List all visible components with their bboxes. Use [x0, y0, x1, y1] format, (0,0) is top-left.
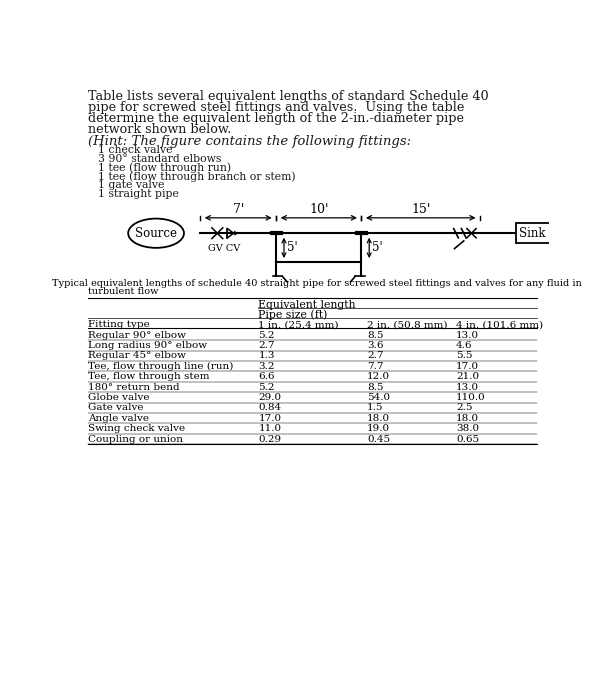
Text: 1 tee (flow through branch or stem): 1 tee (flow through branch or stem) [98, 172, 296, 182]
Text: Swing check valve: Swing check valve [88, 424, 185, 433]
Text: Regular 45° elbow: Regular 45° elbow [88, 351, 186, 360]
Text: 0.45: 0.45 [367, 435, 390, 444]
Text: 0.29: 0.29 [259, 435, 281, 444]
Text: determine the equivalent length of the 2-in.-diameter pipe: determine the equivalent length of the 2… [88, 112, 464, 125]
Text: 19.0: 19.0 [367, 424, 390, 433]
Text: 180° return bend: 180° return bend [88, 383, 179, 391]
Text: 13.0: 13.0 [456, 383, 479, 391]
Text: 4 in. (101.6 mm): 4 in. (101.6 mm) [456, 320, 543, 329]
Text: 2.7: 2.7 [367, 351, 383, 360]
Text: Regular 90° elbow: Regular 90° elbow [88, 330, 186, 340]
Text: 7.7: 7.7 [367, 362, 383, 371]
Text: 2.7: 2.7 [259, 341, 275, 350]
Text: 1 check valve: 1 check valve [98, 145, 173, 155]
Text: 2.5: 2.5 [456, 403, 473, 412]
Text: GV CV: GV CV [208, 244, 240, 253]
Text: 5.2: 5.2 [259, 330, 275, 340]
Text: 8.5: 8.5 [367, 330, 383, 340]
Text: Pipe size (ft): Pipe size (ft) [259, 310, 328, 321]
Text: Typical equivalent lengths of schedule 40 straight pipe for screwed steel fittin: Typical equivalent lengths of schedule 4… [52, 279, 581, 288]
Text: 1 gate valve: 1 gate valve [98, 180, 164, 190]
Text: 3 90° standard elbows: 3 90° standard elbows [98, 153, 221, 164]
Text: 0.65: 0.65 [456, 435, 479, 444]
Text: Coupling or union: Coupling or union [88, 435, 183, 444]
Text: 7': 7' [232, 202, 244, 216]
Text: 1 tee (flow through run): 1 tee (flow through run) [98, 162, 231, 173]
Text: 18.0: 18.0 [456, 414, 479, 423]
Text: Fitting type: Fitting type [88, 320, 149, 329]
Text: 110.0: 110.0 [456, 393, 486, 402]
Text: 15': 15' [411, 202, 431, 216]
Text: 5': 5' [372, 241, 383, 254]
Text: 1 straight pipe: 1 straight pipe [98, 189, 179, 199]
Text: 8.5: 8.5 [367, 383, 383, 391]
Text: 5': 5' [287, 241, 298, 254]
Text: 21.0: 21.0 [456, 372, 479, 382]
Text: 3.6: 3.6 [367, 341, 383, 350]
Text: Table lists several equivalent lengths of standard Schedule 40: Table lists several equivalent lengths o… [88, 90, 489, 103]
Text: turbulent flow: turbulent flow [88, 287, 159, 296]
Text: 38.0: 38.0 [456, 424, 479, 433]
Text: 1 in. (25.4 mm): 1 in. (25.4 mm) [259, 320, 339, 329]
Text: 12.0: 12.0 [367, 372, 390, 382]
Text: Tee, flow through line (run): Tee, flow through line (run) [88, 362, 233, 371]
Text: Equivalent length: Equivalent length [259, 300, 356, 310]
Text: 5.2: 5.2 [259, 383, 275, 391]
Text: 1.5: 1.5 [367, 403, 383, 412]
Text: Source: Source [135, 227, 177, 239]
Text: 2 in. (50.8 mm): 2 in. (50.8 mm) [367, 320, 447, 329]
Text: 10': 10' [309, 202, 329, 216]
Text: 54.0: 54.0 [367, 393, 390, 402]
Text: Tee, flow through stem: Tee, flow through stem [88, 372, 209, 382]
Bar [515, 223, 550, 243]
Text: 13.0: 13.0 [456, 330, 479, 340]
Text: 17.0: 17.0 [456, 362, 479, 371]
Text: 6.6: 6.6 [259, 372, 275, 382]
Text: (Hint: The figure contains the following fittings:: (Hint: The figure contains the following… [88, 134, 411, 148]
Text: 17.0: 17.0 [259, 414, 281, 423]
Text: Angle valve: Angle valve [88, 414, 149, 423]
Text: 29.0: 29.0 [259, 393, 281, 402]
Text: 3.2: 3.2 [259, 362, 275, 371]
Text: 0.84: 0.84 [259, 403, 281, 412]
Text: 11.0: 11.0 [259, 424, 281, 433]
Text: Globe valve: Globe valve [88, 393, 149, 402]
Text: 18.0: 18.0 [367, 414, 390, 423]
Text: Gate valve: Gate valve [88, 403, 143, 412]
Text: Sink: Sink [520, 227, 546, 239]
Text: Long radius 90° elbow: Long radius 90° elbow [88, 341, 207, 350]
Text: 4.6: 4.6 [456, 341, 473, 350]
Text: network shown below.: network shown below. [88, 123, 231, 136]
Text: 1.3: 1.3 [259, 351, 275, 360]
Text: 5.5: 5.5 [456, 351, 473, 360]
Text: pipe for screwed steel fittings and valves.  Using the table: pipe for screwed steel fittings and valv… [88, 101, 464, 114]
